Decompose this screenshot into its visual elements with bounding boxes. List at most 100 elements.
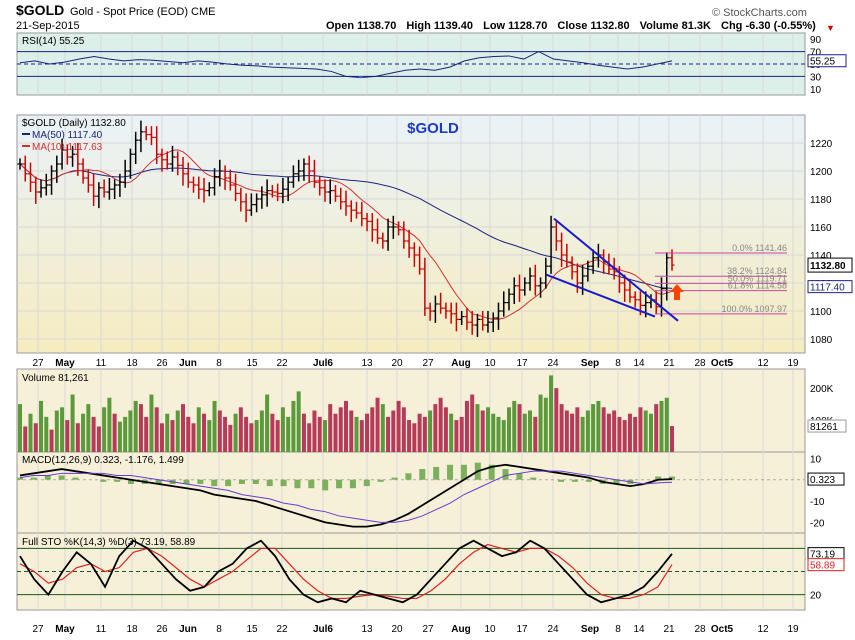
volume-bar (317, 416, 322, 452)
volume-bar (107, 397, 112, 452)
volume-bar (633, 416, 638, 452)
volume-title: Volume 81,261 (22, 373, 89, 384)
x-tick-label: May (55, 358, 75, 369)
volume-bar (517, 404, 522, 452)
volume-bar (175, 410, 180, 452)
volume-bar (570, 413, 575, 452)
volume-bar (170, 420, 175, 452)
volume-bar (412, 423, 417, 452)
x-tick-label: 10 (484, 358, 496, 369)
sto-k-value-label: 73.19 (810, 550, 835, 561)
price-y-tick-label: 1100 (810, 307, 832, 318)
rsi-value-box (807, 54, 847, 68)
ma50-line (19, 163, 673, 289)
volume-bar (338, 407, 343, 452)
x-tick-label: 20 (391, 358, 403, 369)
volume-bar (254, 420, 259, 452)
x-tick-label: 15 (246, 358, 258, 369)
volume-bar (454, 420, 459, 452)
x-tick-label: 28 (694, 358, 706, 369)
volume-bar (464, 400, 469, 452)
price-title: $GOLD (Daily) 1132.80 (22, 118, 126, 129)
x-tick-label-bottom: 22 (276, 624, 288, 635)
macd-histogram-bar (266, 479, 273, 487)
volume-bar (49, 429, 54, 452)
volume-bar (91, 416, 96, 452)
wedge-upper-trendline (553, 217, 679, 322)
volume-bar (491, 413, 496, 452)
volume-y-tick-label: 200K (810, 384, 834, 395)
volume-bar (659, 400, 664, 452)
macd-value-box (807, 472, 845, 486)
volume-bar (627, 413, 632, 452)
macd-histogram-bar (530, 477, 537, 480)
x-tick-label: 27 (422, 358, 434, 369)
macd-y-tick-label: 10 (810, 454, 822, 465)
x-tick-label: Oct5 (711, 358, 734, 369)
x-tick-label-bottom: 21 (663, 624, 675, 635)
volume-bar (65, 420, 70, 452)
volume-bar (354, 416, 359, 452)
macd-y-tick-label: -10 (810, 497, 825, 508)
macd-histogram-bar (585, 479, 592, 482)
volume-bar (365, 413, 370, 452)
macd-histogram-bar (17, 477, 23, 480)
price-y-tick-label: 1080 (810, 335, 833, 346)
volume-bar (596, 400, 601, 452)
volume-bar (128, 410, 133, 452)
chart-date: 21-Sep-2015 (16, 20, 80, 32)
volume-bar (538, 394, 543, 452)
x-tick-label: 27 (32, 358, 44, 369)
volume-bar (391, 410, 396, 452)
volume-bar (438, 397, 443, 452)
volume-bar (501, 420, 506, 452)
x-tick-label-bottom: 12 (757, 624, 769, 635)
x-tick-label-bottom: 26 (156, 624, 168, 635)
volume-bar (60, 407, 65, 452)
volume-bar (670, 426, 674, 452)
x-tick-label-bottom: 28 (694, 624, 706, 635)
volume-bar (638, 407, 643, 452)
macd-histogram-bar (308, 479, 315, 489)
x-tick-label: 11 (96, 358, 107, 369)
x-tick-label-bottom: Jun (179, 624, 197, 635)
macd-histogram-bar (72, 477, 79, 480)
x-tick-label: Sep (581, 358, 599, 369)
volume-bar (522, 413, 527, 452)
macd-histogram-bar (419, 469, 426, 480)
volume-bar (54, 410, 59, 452)
symbol-description: Gold - Spot Price (EOD) CME (70, 6, 216, 18)
macd-histogram-bar (363, 479, 370, 487)
x-tick-label: Jun (179, 358, 197, 369)
volume-bar (286, 416, 291, 452)
x-tick-label: 13 (361, 358, 373, 369)
stockcharts-brand[interactable]: © StockCharts.com (712, 7, 807, 19)
volume-bar (96, 426, 101, 452)
volume-bar (654, 404, 659, 452)
rsi-y-tick-label: 70 (810, 48, 822, 59)
rsi-title: RSI(14) 55.25 (22, 36, 85, 47)
volume-bar (622, 420, 627, 452)
macd-histogram-bar (127, 479, 134, 484)
wedge-lower-trendline (545, 273, 656, 318)
x-tick-label-bottom: Jul6 (313, 624, 333, 635)
volume-bar (375, 397, 380, 452)
volume-bar (407, 420, 412, 452)
price-y-tick-label: 1220 (810, 139, 833, 150)
macd-histogram-bar (502, 469, 509, 480)
volume-bar (86, 404, 91, 452)
macd-histogram-bar (336, 479, 343, 489)
volume-bar (18, 404, 22, 452)
macd-histogram-bar (460, 464, 467, 480)
macd-histogram-bar (349, 479, 356, 489)
macd-histogram-bar (211, 479, 218, 487)
fib-level-label: 0.0% 1141.46 (732, 243, 787, 253)
volume-bar (449, 413, 454, 452)
volume-bar (144, 416, 149, 452)
volume-bar (643, 410, 648, 452)
x-tick-label-bottom: 27 (422, 624, 434, 635)
macd-histogram-bar (183, 479, 190, 484)
rsi-y-tick-label: 90 (810, 35, 822, 46)
ma50-value-box (807, 280, 853, 294)
macd-histogram-bar (58, 475, 65, 480)
